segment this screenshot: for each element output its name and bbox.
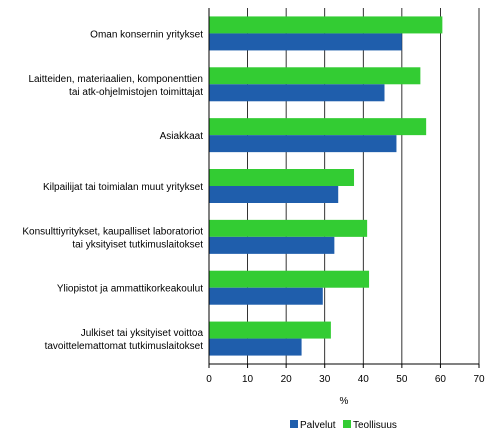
category-label: Konsulttiyritykset, kaupalliset laborato…: [22, 226, 203, 237]
bar-palvelut: [209, 236, 335, 254]
bar-palvelut: [209, 84, 385, 102]
x-tick-label: 30: [319, 374, 331, 385]
bar-teollisuus: [209, 169, 355, 186]
x-tick-label: 20: [281, 374, 293, 385]
legend: Palvelut Teollisuus: [290, 420, 397, 431]
category-label: tavoittelemattomat tutkimuslaitokset: [45, 341, 204, 352]
bar-palvelut: [209, 33, 402, 51]
bar-teollisuus: [209, 118, 427, 136]
bar-teollisuus: [209, 67, 421, 85]
category-label: Laitteiden, materiaalien, komponenttien: [28, 74, 203, 85]
category-label: Julkiset tai yksityiset voittoa: [81, 328, 204, 339]
bar-palvelut: [209, 186, 339, 203]
bar-teollisuus: [209, 321, 331, 339]
legend-label: Palvelut: [300, 420, 336, 431]
x-tick-label: 0: [206, 374, 212, 385]
x-tick-label: 10: [242, 374, 254, 385]
x-axis-label: %: [340, 396, 349, 407]
bar-palvelut: [209, 287, 323, 305]
bar-teollisuus: [209, 16, 443, 34]
legend-label: Teollisuus: [353, 420, 397, 431]
legend-swatch: [343, 420, 351, 428]
category-labels: Oman konsernin yritykset Laitteiden, mate…: [22, 29, 203, 352]
category-label: Asiakkaat: [160, 131, 204, 142]
legend-swatch: [290, 420, 298, 428]
x-tick-label: 50: [396, 374, 408, 385]
bar-teollisuus: [209, 219, 368, 237]
category-label: tai yksityiset tutkimuslaitokset: [72, 239, 203, 250]
bar-teollisuus: [209, 270, 370, 288]
bars: [209, 16, 443, 356]
category-label: tai atk-ohjelmistojen toimittajat: [69, 87, 203, 98]
category-label: Yliopistot ja ammattikorkeakoulut: [57, 284, 203, 295]
category-label: Oman konsernin yritykset: [90, 29, 203, 40]
x-tick-label: 70: [473, 374, 485, 385]
x-tick-label: 40: [358, 374, 370, 385]
x-axis: 0 10 20 30 40 50 60 70: [206, 8, 485, 385]
bar-palvelut: [209, 135, 397, 153]
x-tick-label: 60: [435, 374, 447, 385]
bar-palvelut: [209, 338, 302, 356]
category-label: Kilpailijat tai toimialan muut yritykset: [43, 182, 203, 193]
